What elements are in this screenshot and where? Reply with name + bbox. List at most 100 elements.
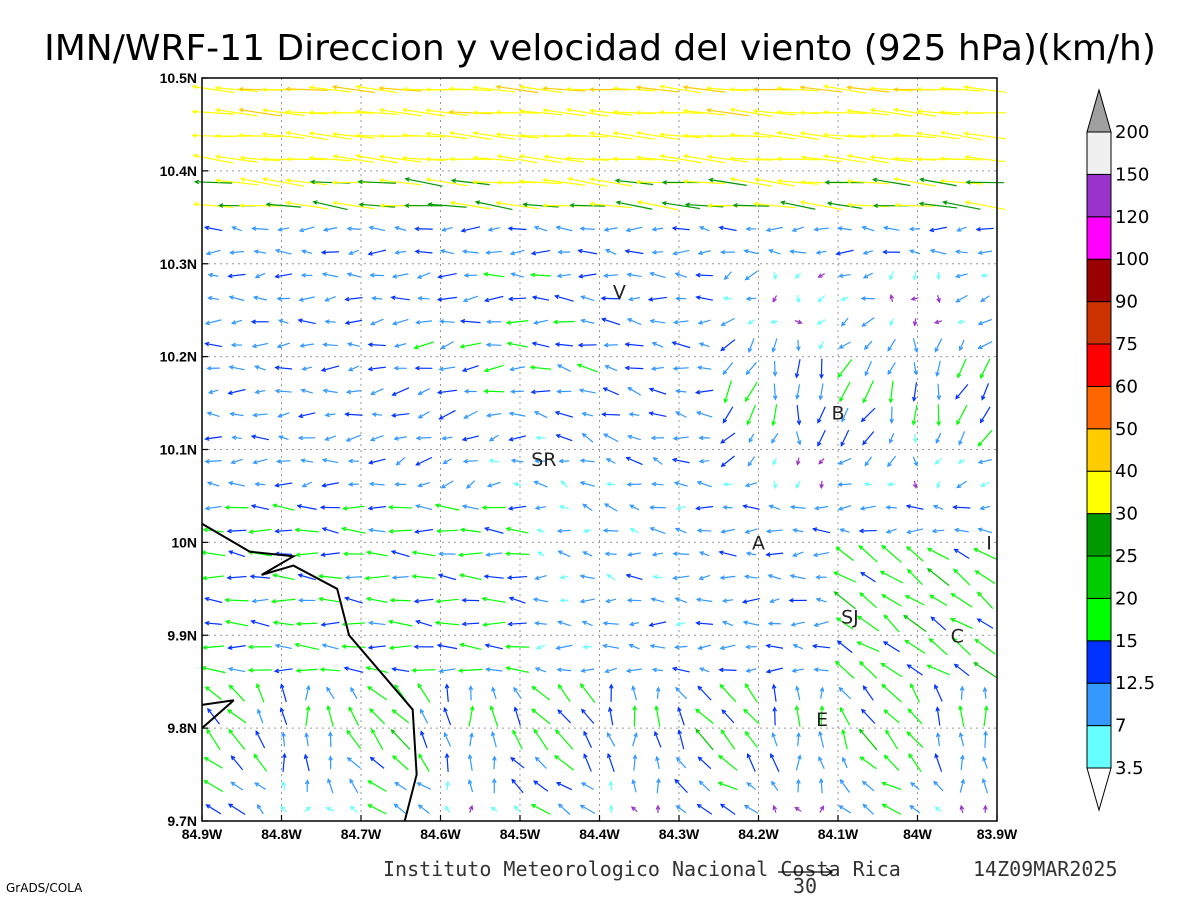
wind-vector-head bbox=[606, 731, 612, 738]
wind-vector bbox=[836, 617, 854, 630]
wind-vector bbox=[604, 503, 618, 512]
wind-vector-head bbox=[892, 87, 899, 92]
wind-vector bbox=[882, 782, 902, 791]
wind-vector-head bbox=[254, 481, 260, 487]
wind-vector-head bbox=[459, 318, 466, 324]
wind-vector bbox=[885, 730, 899, 750]
wind-vector bbox=[286, 131, 329, 141]
wind-vector-head bbox=[957, 373, 962, 379]
wind-vector bbox=[313, 201, 348, 211]
wind-vector-head bbox=[560, 480, 566, 486]
wind-vector bbox=[824, 155, 866, 164]
wind-vector-head bbox=[812, 552, 819, 558]
wind-vector-head bbox=[837, 372, 843, 379]
wind-vector-head bbox=[273, 668, 280, 674]
color-bar-bin bbox=[1086, 258, 1112, 303]
wind-vector bbox=[369, 708, 386, 725]
wind-vector-head bbox=[794, 806, 800, 812]
wind-vector bbox=[416, 620, 433, 627]
wind-vector-head bbox=[378, 85, 384, 91]
wind-vector-head bbox=[331, 131, 338, 137]
wind-vector-head bbox=[191, 84, 197, 90]
wind-vector-head bbox=[976, 618, 982, 623]
wind-vector bbox=[437, 529, 458, 532]
wind-vector-head bbox=[789, 574, 795, 579]
wind-vector bbox=[228, 645, 246, 649]
wind-vector bbox=[956, 250, 968, 254]
wind-vector bbox=[660, 85, 703, 94]
wind-vector bbox=[345, 413, 363, 416]
wind-vector-head bbox=[509, 250, 515, 256]
color-bar-label: 120 bbox=[1115, 207, 1149, 228]
wind-vector bbox=[582, 433, 594, 443]
wind-vector-head bbox=[819, 483, 824, 490]
wind-vector-head bbox=[427, 202, 433, 207]
wind-vector-head bbox=[298, 227, 305, 233]
wind-vector bbox=[509, 505, 527, 510]
wind-vector bbox=[535, 506, 547, 510]
wind-vector-head bbox=[603, 342, 609, 348]
wind-vector-head bbox=[448, 109, 454, 115]
wind-vector-head bbox=[677, 706, 682, 712]
wind-vector-head bbox=[929, 248, 935, 254]
color-bar-bin bbox=[1086, 301, 1112, 345]
wind-vector-head bbox=[331, 84, 338, 90]
wind-vector bbox=[720, 432, 736, 444]
wind-vector-head bbox=[297, 598, 304, 603]
wind-vector-head bbox=[906, 664, 912, 669]
wind-vector bbox=[368, 343, 386, 347]
wind-vector-head bbox=[965, 179, 971, 185]
wind-vector bbox=[468, 780, 474, 793]
wind-vector bbox=[227, 529, 247, 532]
wind-vector-head bbox=[401, 133, 408, 138]
wind-vector-head bbox=[322, 388, 328, 394]
wind-vector bbox=[280, 684, 287, 703]
wind-vector-head bbox=[238, 107, 244, 113]
wind-vector bbox=[954, 663, 970, 677]
wind-vector-head bbox=[649, 526, 655, 532]
wind-vector bbox=[746, 297, 757, 300]
wind-vector bbox=[253, 413, 268, 416]
wind-vector bbox=[745, 528, 758, 534]
wind-vector-head bbox=[893, 177, 899, 182]
wind-vector-head bbox=[434, 620, 440, 626]
wind-vector bbox=[531, 274, 551, 277]
wind-vector-head bbox=[771, 683, 777, 689]
wind-vector bbox=[696, 389, 714, 394]
wind-vector-head bbox=[846, 202, 852, 208]
wind-vector bbox=[205, 622, 222, 625]
wind-vector bbox=[347, 273, 361, 278]
wind-vector bbox=[730, 108, 773, 117]
wind-vector-head bbox=[822, 154, 829, 159]
wind-vector bbox=[814, 621, 829, 627]
wind-vector-head bbox=[789, 504, 795, 510]
wind-vector-head bbox=[284, 86, 291, 92]
wind-vector bbox=[652, 668, 663, 672]
wind-vector-head bbox=[846, 133, 852, 139]
wind-vector bbox=[379, 155, 422, 163]
wind-vector bbox=[461, 226, 481, 232]
wind-vector-head bbox=[869, 154, 875, 160]
wind-vector-head bbox=[718, 225, 724, 231]
wind-vector bbox=[309, 157, 352, 162]
wind-vector-head bbox=[495, 84, 501, 90]
wind-vector-head bbox=[881, 683, 887, 689]
chart-title: IMN/WRF-11 Direccion y velocidad del vie… bbox=[44, 28, 1156, 69]
wind-vector-head bbox=[684, 202, 690, 208]
wind-vector-head bbox=[799, 85, 805, 90]
wind-vector-head bbox=[864, 461, 870, 467]
wind-vector bbox=[511, 779, 524, 794]
wind-vector-head bbox=[799, 131, 805, 136]
wind-vector bbox=[795, 431, 801, 445]
wind-vector bbox=[952, 638, 972, 656]
wind-vector bbox=[797, 339, 800, 351]
wind-vector bbox=[607, 574, 616, 581]
wind-vector-head bbox=[299, 343, 305, 348]
color-bar-bin bbox=[1086, 597, 1112, 642]
wind-vector-head bbox=[218, 203, 224, 208]
wind-vector-head bbox=[589, 108, 595, 114]
wind-vector-head bbox=[934, 459, 940, 465]
wind-vector bbox=[415, 528, 434, 533]
wind-vector-head bbox=[858, 544, 864, 550]
